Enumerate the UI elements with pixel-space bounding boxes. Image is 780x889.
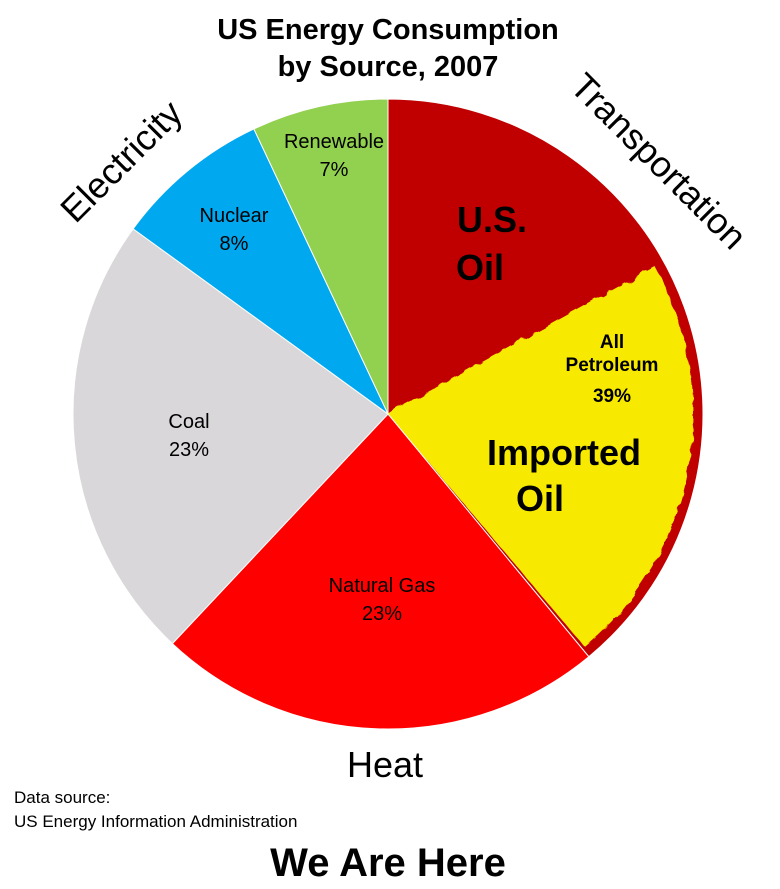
imported-oil-label-line1: Imported — [487, 432, 641, 473]
chart-title-line1: US Energy Consumption — [217, 14, 559, 46]
slice-renewable — [253, 98, 389, 415]
petroleum-label-line1: All — [600, 332, 624, 353]
coal-label: Coal — [168, 411, 209, 433]
slice-coal — [72, 228, 389, 645]
chart-title-line2: by Source, 2007 — [278, 51, 499, 83]
natural-gas-value: 23% — [362, 603, 402, 625]
renewable-value: 7% — [320, 159, 349, 181]
slice-imported-oil — [388, 266, 693, 647]
us-oil-label-line1: U.S. — [457, 199, 527, 240]
nuclear-value: 8% — [220, 233, 249, 255]
data-source-line2: US Energy Information Administration — [14, 812, 297, 831]
heat-label: Heat — [347, 744, 423, 785]
us-oil-label-line2: Oil — [456, 247, 504, 288]
petroleum-label-line2: Petroleum — [566, 355, 659, 376]
petroleum-value: 39% — [593, 386, 631, 407]
slice-nuclear — [132, 128, 389, 415]
data-source-line1: Data source: — [14, 788, 110, 807]
we-are-here-headline: We Are Here — [270, 841, 506, 885]
renewable-label: Renewable — [284, 131, 384, 153]
coal-value: 23% — [169, 439, 209, 461]
nuclear-label: Nuclear — [200, 205, 269, 227]
slice-natural-gas — [171, 413, 590, 730]
natural-gas-label: Natural Gas — [329, 575, 436, 597]
imported-oil-label-line2: Oil — [516, 478, 564, 519]
pie-slices — [72, 98, 704, 730]
